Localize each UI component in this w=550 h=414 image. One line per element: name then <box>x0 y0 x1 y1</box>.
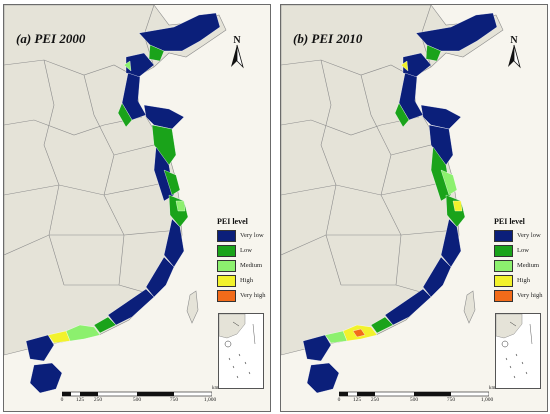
scale-label: 500 <box>132 397 142 403</box>
inset-map <box>218 313 256 379</box>
north-arrow: N <box>499 35 529 73</box>
scale-label: 1,000 <box>203 397 217 403</box>
basemap-2000 <box>4 5 227 394</box>
north-arrow: N <box>222 35 252 73</box>
north-label: N <box>510 35 518 46</box>
legend-swatch <box>217 289 236 302</box>
legend-item: Low <box>217 243 270 258</box>
legend-swatch <box>217 259 236 272</box>
taiwan <box>186 290 199 324</box>
legend-label: Very low <box>517 232 541 239</box>
legend-item: Medium <box>217 258 270 273</box>
south-china-sea-inset <box>495 313 541 389</box>
legend-label: Low <box>517 247 529 254</box>
legend-label: High <box>517 277 530 284</box>
scale-unit: km <box>489 386 496 391</box>
scale-unit: km <box>212 386 219 391</box>
coastal-counties-2010 <box>302 12 498 394</box>
legend-swatch <box>217 274 236 287</box>
scale-label: 125 <box>75 397 85 403</box>
legend: PEI level Very low Low Medium High Very … <box>494 217 547 303</box>
legend-swatch <box>494 289 513 302</box>
legend-label: Very high <box>517 292 543 299</box>
taiwan <box>463 290 476 324</box>
scale-label: 750 <box>169 397 179 403</box>
legend-swatch <box>494 259 513 272</box>
panel-title: (a) PEI 2000 <box>16 31 86 46</box>
legend-item: Medium <box>494 258 547 273</box>
coastal-counties-2000 <box>25 12 221 394</box>
legend-label: Very high <box>240 292 266 299</box>
north-arrow-icon <box>508 44 521 69</box>
legend-swatch <box>494 244 513 257</box>
legend-label: Low <box>240 247 252 254</box>
scale-label: 250 <box>370 397 380 403</box>
legend-swatch <box>494 229 513 242</box>
scale-label: 1,000 <box>480 397 494 403</box>
legend-swatch <box>217 229 236 242</box>
legend-item: High <box>494 273 547 288</box>
inset-map <box>495 313 533 379</box>
north-label: N <box>233 35 241 46</box>
legend-item: Low <box>494 243 547 258</box>
south-china-sea-inset <box>218 313 264 389</box>
panel-title: (b) PEI 2010 <box>293 31 363 46</box>
legend-label: Medium <box>240 262 263 269</box>
legend-swatch <box>217 244 236 257</box>
legend-item: Very low <box>494 228 547 243</box>
scale-label: 500 <box>409 397 419 403</box>
scale-label: 750 <box>446 397 456 403</box>
legend-label: Medium <box>517 262 540 269</box>
scale-label: 250 <box>93 397 103 403</box>
legend-swatch <box>494 274 513 287</box>
north-arrow-icon <box>231 44 244 69</box>
legend-item: Very high <box>217 288 270 303</box>
legend-title: PEI level <box>494 217 525 226</box>
legend: PEI level Very low Low Medium High Very … <box>217 217 270 303</box>
scale-label: 125 <box>352 397 362 403</box>
legend-title: PEI level <box>217 217 248 226</box>
legend-label: High <box>240 277 253 284</box>
map-panel-2000: (a) PEI 2000 N PEI level Very low Low Me… <box>3 4 271 412</box>
scale-label: 0 <box>337 397 341 403</box>
legend-item: Very high <box>494 288 547 303</box>
scale-bar: 0 125 250 500 750 1,000 km <box>337 386 496 410</box>
legend-item: High <box>217 273 270 288</box>
legend-item: Very low <box>217 228 270 243</box>
scale-label: 0 <box>60 397 64 403</box>
map-panel-2010: (b) PEI 2010 N PEI level Very low Low Me… <box>280 4 548 412</box>
scale-bar: 0 125 250 500 750 1,000 km <box>60 386 219 410</box>
basemap-2010 <box>281 5 504 394</box>
legend-label: Very low <box>240 232 264 239</box>
